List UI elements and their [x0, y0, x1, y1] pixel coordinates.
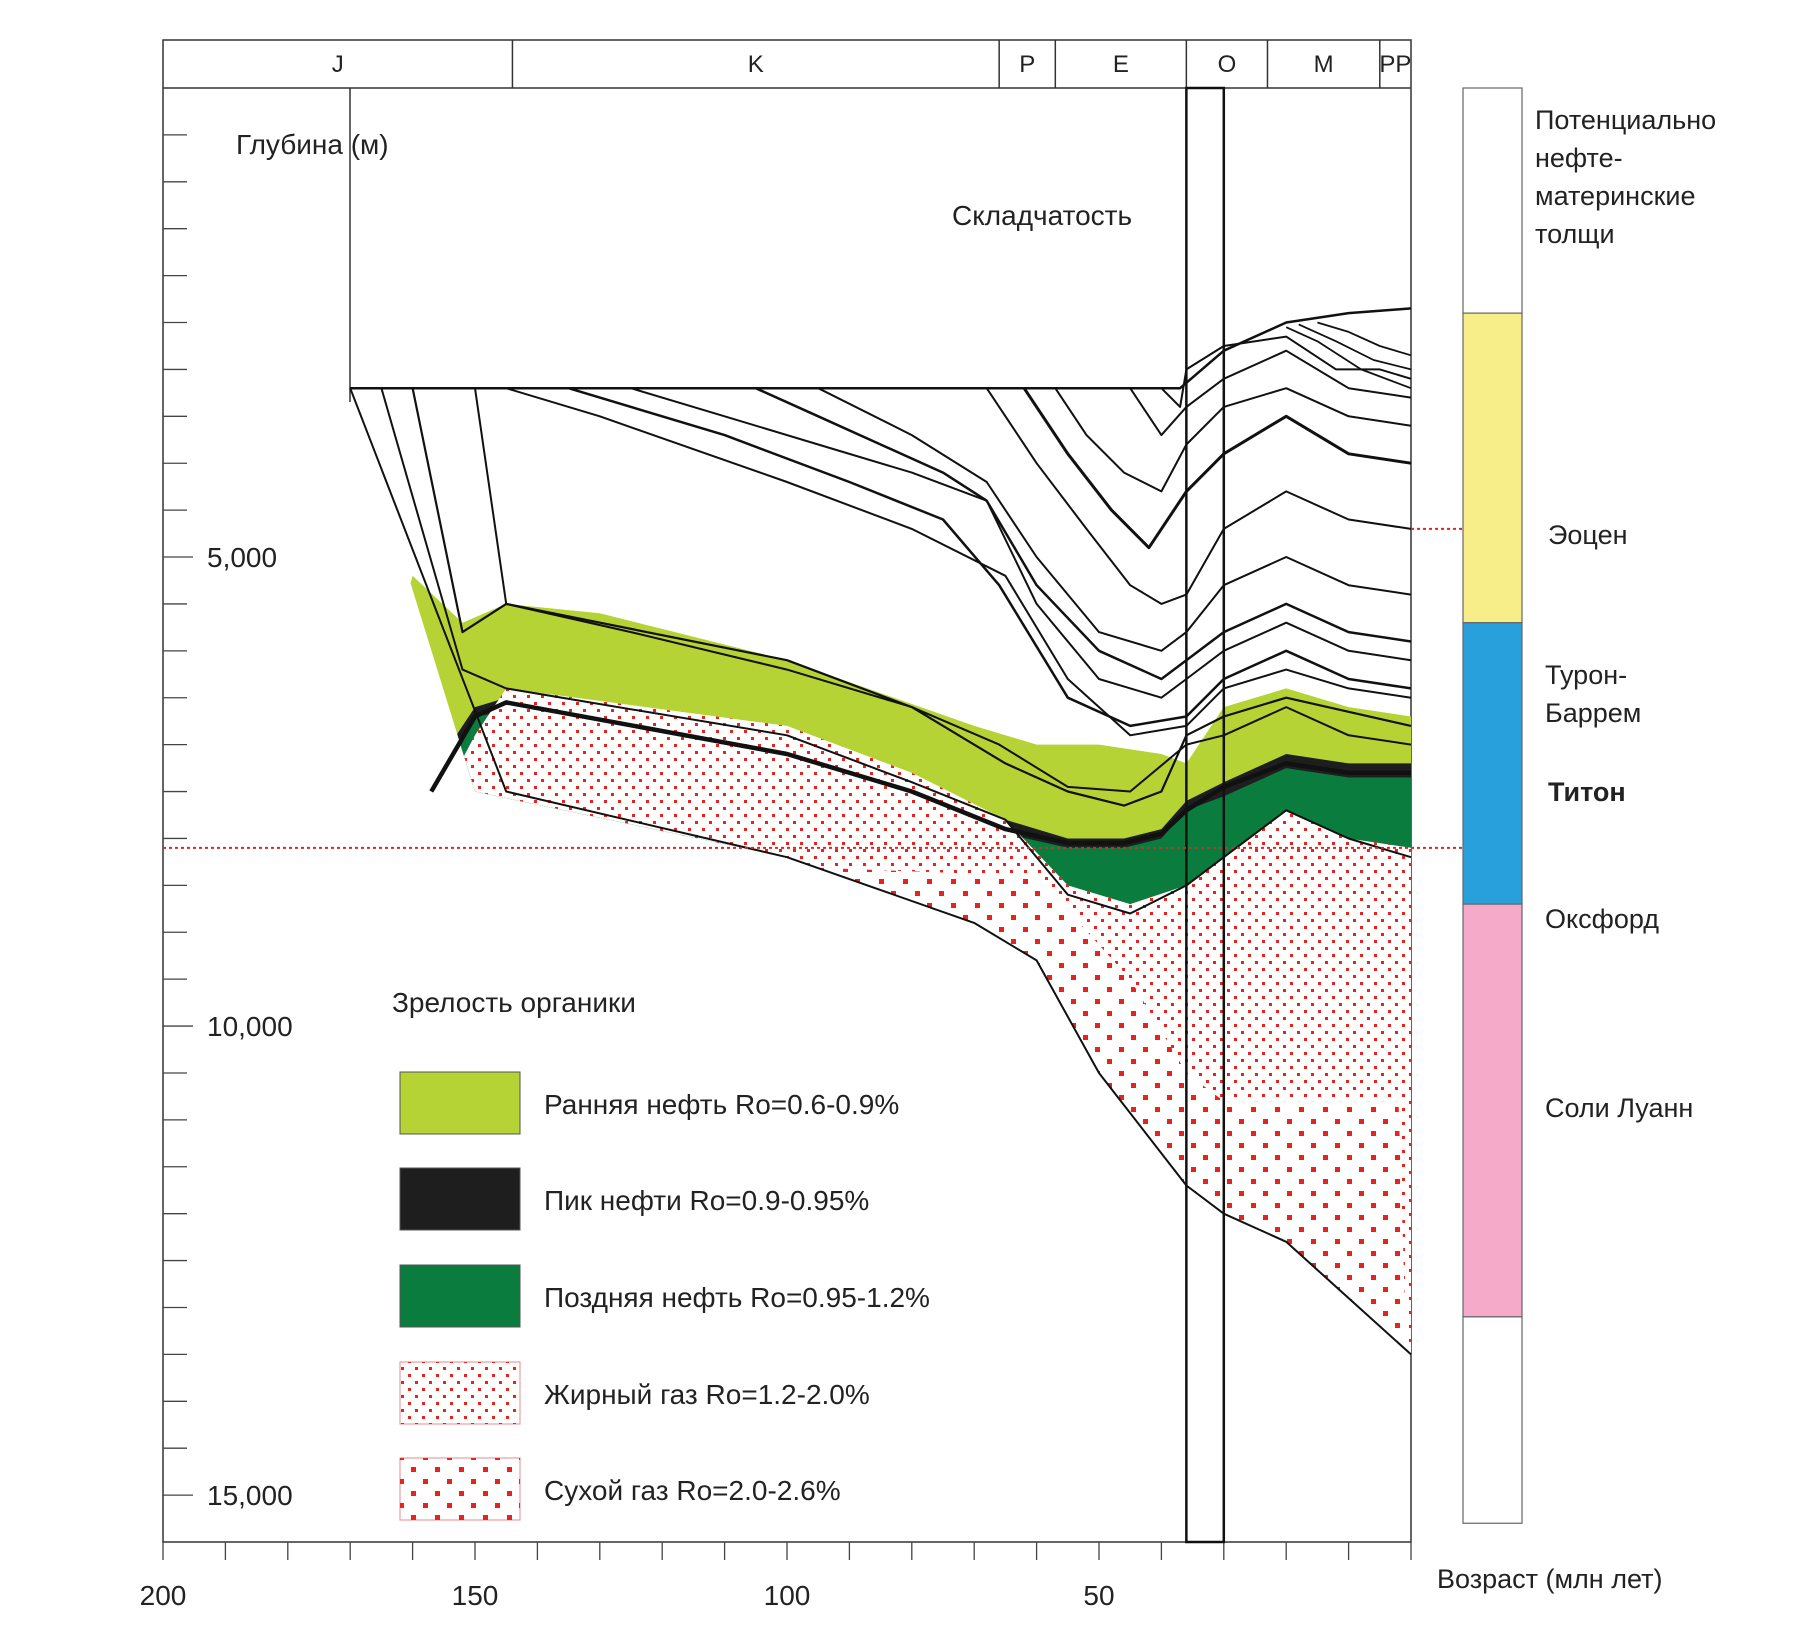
y-tick-label: 5,000	[207, 542, 277, 573]
horizon-line	[349, 387, 1412, 1356]
period-label-e: E	[1113, 51, 1129, 78]
horizon-line	[1054, 387, 1412, 493]
legend-swatch	[399, 1167, 521, 1231]
column-header-line-3: материнские	[1535, 181, 1695, 211]
y-axis-title: Глубина (м)	[236, 129, 389, 160]
legend-label: Ранняя нефть Ro=0.6-0.9%	[544, 1089, 899, 1120]
column-segment	[1462, 622, 1523, 905]
x-tick-label: 150	[452, 1580, 499, 1611]
horizon-line	[985, 387, 1412, 605]
horizon-line	[568, 387, 1412, 728]
column-header-line-1: Потенциально	[1535, 105, 1716, 135]
period-label-p: P	[1019, 51, 1035, 78]
y-tick-label: 10,000	[207, 1011, 293, 1042]
legend-title: Зрелость органики	[392, 987, 636, 1018]
column-label-turon: Турон- Баррем	[1545, 660, 1641, 728]
horizon-line	[755, 387, 1412, 681]
column-label-turon-line-1: Турон-	[1545, 660, 1627, 690]
period-label-k: K	[748, 51, 764, 78]
x-tick-label: 100	[764, 1580, 811, 1611]
legend-label: Жирный газ Ro=1.2-2.0%	[544, 1379, 870, 1410]
horizon-line	[350, 307, 1412, 390]
period-label-pp: PP	[1379, 51, 1411, 78]
column-label-titon: Титон	[1548, 777, 1626, 807]
legend: Ранняя нефть Ro=0.6-0.9% Пик нефти Ro=0.9…	[399, 1071, 930, 1521]
period-label-m: M	[1314, 51, 1334, 78]
horizon-line	[474, 388, 1412, 793]
x-axis-title: Возраст (млн лет)	[1437, 1564, 1662, 1594]
column-segment	[1462, 1316, 1523, 1524]
x-tick-label: 200	[140, 1580, 187, 1611]
horizon-line	[505, 387, 1412, 737]
horizon-line	[1285, 326, 1412, 390]
horizon-line	[1317, 321, 1412, 357]
column-segment	[1462, 87, 1523, 314]
horizon-line	[380, 387, 1412, 915]
period-label-j: J	[332, 51, 344, 78]
column-label-eocene: Эоцен	[1548, 520, 1628, 550]
folding-window	[1185, 86, 1226, 1544]
horizon-line	[429, 700, 1411, 846]
legend-label: Поздняя нефть Ro=0.95-1.2%	[544, 1282, 930, 1313]
x-axis-ticks: 200 150 100 50	[140, 1542, 1412, 1611]
horizon-line	[630, 387, 1412, 699]
column-label-salt: Соли Луанн	[1545, 1093, 1693, 1123]
legend-swatch	[399, 1264, 521, 1328]
column-header: Потенциально нефте- материнские толщи	[1535, 105, 1724, 249]
column-segment	[1462, 312, 1523, 624]
horizon-line	[817, 387, 1412, 652]
x-tick-label: 50	[1083, 1580, 1114, 1611]
folding-label: Складчатость	[952, 200, 1132, 231]
column-label-oxford: Оксфорд	[1545, 904, 1659, 934]
horizon-line	[1160, 335, 1412, 408]
column-header-line-2: нефте-	[1535, 143, 1623, 173]
period-band: J K P E O M PP	[332, 40, 1411, 88]
legend-label: Пик нефти Ro=0.9-0.95%	[544, 1185, 869, 1216]
legend-label: Сухой газ Ro=2.0-2.6%	[544, 1475, 841, 1506]
column-label-turon-line-2: Баррем	[1545, 698, 1641, 728]
burial-horizons	[349, 307, 1412, 1356]
column-header-line-4: толщи	[1535, 219, 1615, 249]
horizon-line	[411, 387, 1412, 807]
column-segment	[1462, 903, 1523, 1318]
period-label-o: O	[1218, 51, 1237, 78]
legend-swatch	[400, 1362, 520, 1424]
legend-swatch	[399, 1071, 521, 1135]
horizon-line	[1298, 323, 1412, 371]
y-axis-ticks: 5,000 10,000 15,000	[163, 134, 293, 1511]
source-rock-column	[1462, 87, 1523, 1524]
legend-swatch	[400, 1458, 520, 1520]
y-tick-label: 15,000	[207, 1480, 293, 1511]
